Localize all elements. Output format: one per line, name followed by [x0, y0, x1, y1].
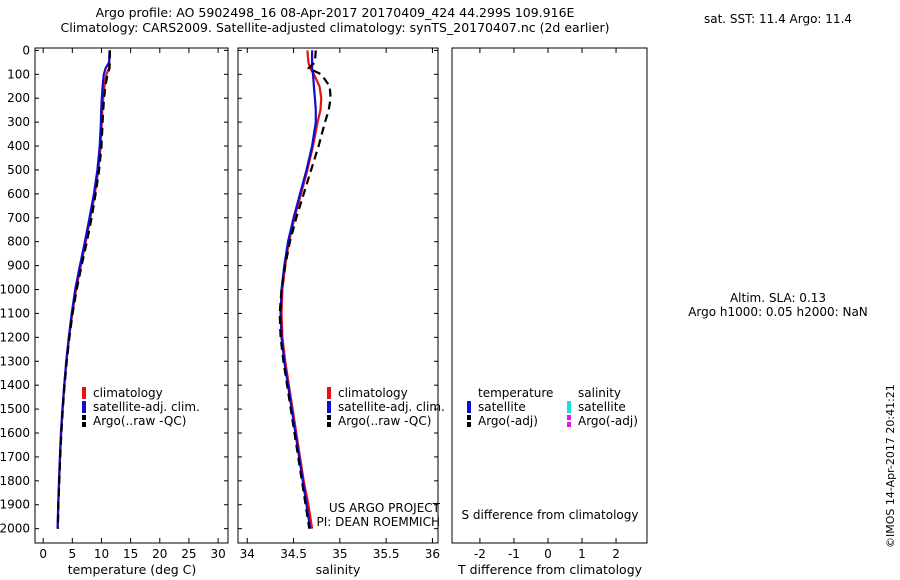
legend-label: satellite-adj. clim. — [338, 400, 445, 414]
legend-item-climatology: climatology — [327, 386, 445, 400]
climatology-line-swatch — [82, 387, 86, 399]
svg-text:300: 300 — [7, 115, 30, 129]
svg-text:100: 100 — [7, 67, 30, 81]
salinity-axis-label: salinity — [315, 562, 361, 577]
sla-map-title: Altim. SLA: 0.13 — [729, 291, 827, 305]
sst-map-image — [678, 40, 878, 265]
svg-text:700: 700 — [7, 211, 30, 225]
climatology-line-swatch — [327, 387, 331, 399]
temperature-axis-label: temperature (deg C) — [67, 562, 197, 577]
figure-title: Argo profile: AO 5902498_16 08-Apr-2017 … — [95, 5, 575, 20]
svg-text:0: 0 — [544, 547, 552, 561]
project-line2: PI: DEAN ROEMMICH — [316, 514, 440, 529]
legend-label: satellite — [578, 400, 626, 414]
temperature-legend: climatology satellite-adj. clim. Argo(..… — [82, 386, 200, 428]
svg-text:1000: 1000 — [0, 283, 30, 297]
svg-text:35: 35 — [332, 547, 347, 561]
legend-column-header: salinity — [578, 386, 622, 400]
legend-item-argo-raw: Argo(..raw -QC) — [327, 414, 445, 428]
svg-text:20: 20 — [152, 547, 167, 561]
svg-text:5: 5 — [68, 547, 76, 561]
t-argo-line-swatch — [467, 415, 471, 427]
legend-label: Argo(-adj) — [478, 414, 538, 428]
svg-text:0: 0 — [39, 547, 47, 561]
svg-text:1: 1 — [578, 547, 586, 561]
svg-text:-2: -2 — [474, 547, 486, 561]
s-difference-axis-label: S difference from climatology — [461, 508, 639, 522]
svg-text:600: 600 — [7, 187, 30, 201]
argo-raw-line-swatch — [327, 415, 331, 427]
t-satellite-line-swatch — [467, 401, 471, 413]
legend-label: Argo(..raw -QC) — [93, 414, 187, 428]
svg-text:-1: -1 — [508, 547, 520, 561]
difference-legend-temperature: temperature satellite Argo(-adj) — [467, 386, 553, 428]
legend-item-satellite-adj: satellite-adj. clim. — [82, 400, 200, 414]
svg-text:15: 15 — [123, 547, 138, 561]
svg-text:1500: 1500 — [0, 402, 30, 416]
legend-item-t-argo: Argo(-adj) — [467, 414, 553, 428]
argo-raw-line-swatch — [82, 415, 86, 427]
satellite-adj-line-swatch — [327, 401, 331, 413]
salinity-legend: climatology satellite-adj. clim. Argo(..… — [327, 386, 445, 428]
svg-text:1700: 1700 — [0, 450, 30, 464]
s-argo-line-swatch — [567, 415, 571, 427]
svg-text:400: 400 — [7, 139, 30, 153]
sla-map-image — [678, 328, 878, 553]
svg-text:2: 2 — [612, 547, 620, 561]
svg-text:1400: 1400 — [0, 378, 30, 392]
legend-label: satellite — [478, 400, 526, 414]
svg-text:34.5: 34.5 — [280, 547, 307, 561]
legend-item-climatology: climatology — [82, 386, 200, 400]
legend-column-header: temperature — [478, 386, 554, 400]
legend-item-t-satellite: satellite — [467, 400, 553, 414]
svg-text:25: 25 — [181, 547, 196, 561]
svg-text:2000: 2000 — [0, 522, 30, 536]
legend-item-s-argo: Argo(-adj) — [567, 414, 638, 428]
imos-credit: ©IMOS 14-Apr-2017 20:41:21 — [884, 384, 897, 548]
satellite-adj-line-swatch — [82, 401, 86, 413]
svg-text:1900: 1900 — [0, 498, 30, 512]
svg-text:1200: 1200 — [0, 330, 30, 344]
legend-label: climatology — [93, 386, 163, 400]
project-annotation: US ARGO PROJECT PI: DEAN ROEMMICH — [290, 501, 440, 529]
svg-text:1300: 1300 — [0, 354, 30, 368]
svg-text:0: 0 — [22, 43, 30, 57]
sla-map-subtitle: Argo h1000: 0.05 h2000: NaN — [688, 305, 868, 319]
svg-text:500: 500 — [7, 163, 30, 177]
difference-legend-salinity: salinity satellite Argo(-adj) — [567, 386, 638, 428]
svg-text:200: 200 — [7, 91, 30, 105]
svg-text:1800: 1800 — [0, 474, 30, 488]
legend-item-s-satellite: satellite — [567, 400, 638, 414]
project-line1: US ARGO PROJECT — [328, 501, 440, 515]
svg-text:36: 36 — [425, 547, 440, 561]
t-difference-axis-label: T difference from climatology — [457, 562, 643, 577]
sst-map-title: sat. SST: 11.4 Argo: 11.4 — [703, 12, 853, 26]
legend-item-satellite-adj: satellite-adj. clim. — [327, 400, 445, 414]
svg-text:34: 34 — [240, 547, 255, 561]
figure-subtitle: Climatology: CARS2009. Satellite-adjuste… — [60, 20, 610, 35]
svg-text:1100: 1100 — [0, 306, 30, 320]
legend-label: satellite-adj. clim. — [93, 400, 200, 414]
svg-text:900: 900 — [7, 259, 30, 273]
s-satellite-line-swatch — [567, 401, 571, 413]
legend-label: Argo(..raw -QC) — [338, 414, 432, 428]
svg-text:1600: 1600 — [0, 426, 30, 440]
svg-text:800: 800 — [7, 235, 30, 249]
svg-text:30: 30 — [210, 547, 225, 561]
legend-item-argo-raw: Argo(..raw -QC) — [82, 414, 200, 428]
svg-text:10: 10 — [94, 547, 109, 561]
legend-label: climatology — [338, 386, 408, 400]
svg-text:35.5: 35.5 — [373, 547, 400, 561]
legend-label: Argo(-adj) — [578, 414, 638, 428]
